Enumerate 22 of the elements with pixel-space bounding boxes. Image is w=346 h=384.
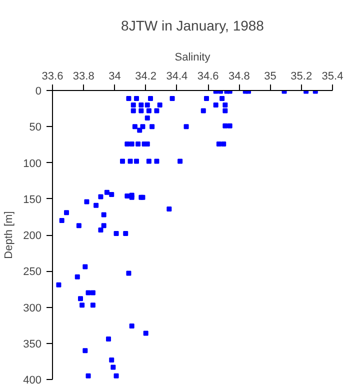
- x-tick-label: 34.6: [197, 70, 219, 82]
- x-tick-label: 35.2: [290, 70, 312, 82]
- x-tick-label: 34.4: [166, 70, 188, 82]
- x-tick-label: 33.8: [72, 70, 94, 82]
- y-tick-label: 150: [23, 194, 42, 206]
- x-tick-label: 35: [264, 70, 276, 82]
- y-tick-label: 250: [23, 266, 42, 278]
- x-tick-label: 33.6: [42, 70, 64, 82]
- x-tick-label: 34.2: [135, 70, 157, 82]
- y-axis-title: Depth [m]: [3, 211, 16, 259]
- x-axis-title: Salinity: [174, 52, 211, 64]
- y-tick-label: 400: [23, 374, 42, 384]
- y-tick-label: 300: [23, 302, 42, 314]
- y-tick-label: 100: [23, 158, 42, 170]
- x-tick-label: 34.8: [228, 70, 250, 82]
- x-tick-label: 35.4: [322, 70, 344, 82]
- y-tick-label: 200: [23, 230, 42, 242]
- x-tick-label: 34: [108, 70, 121, 82]
- y-tick-label: 50: [29, 122, 42, 134]
- chart-title: 8JTW in January, 1988: [121, 18, 264, 34]
- y-tick-label: 0: [35, 86, 42, 98]
- y-tick-label: 350: [23, 338, 42, 350]
